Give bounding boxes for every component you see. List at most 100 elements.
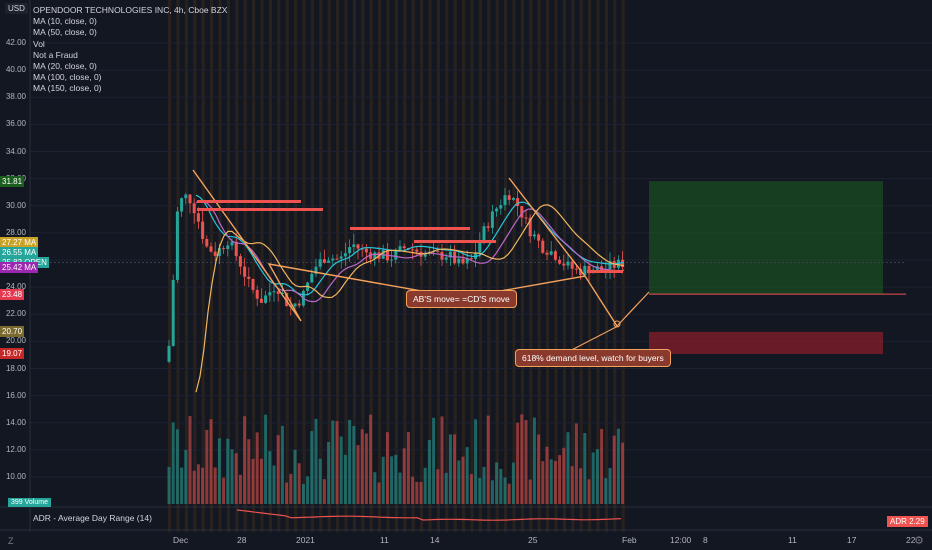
tradingview-z-icon[interactable]: Z: [8, 536, 14, 546]
volume-bar: [222, 477, 226, 504]
candle-body: [511, 198, 515, 200]
y-tick: 10.00: [5, 472, 26, 481]
volume-bar: [436, 469, 440, 504]
legend-ma10[interactable]: MA (10, close, 0): [33, 16, 97, 27]
volume-bar: [469, 474, 473, 504]
candle-body: [482, 226, 486, 242]
session-band: [445, 0, 449, 532]
candle-body: [465, 258, 469, 264]
volume-bar: [238, 474, 242, 504]
session-band: [596, 0, 600, 532]
session-band: [386, 0, 390, 532]
volume-bar: [184, 449, 188, 504]
volume-bar: [201, 467, 205, 504]
volume-bar: [213, 467, 217, 504]
volume-bar: [591, 452, 595, 504]
candle-body: [457, 258, 461, 264]
candle-body: [268, 292, 272, 296]
session-band: [168, 0, 172, 532]
volume-bar: [402, 448, 406, 504]
volume-bar: [209, 419, 213, 504]
volume-bar: [574, 423, 578, 504]
volume-bar: [188, 416, 192, 504]
session-band: [243, 0, 247, 532]
legend-ma20[interactable]: MA (20, close, 0): [33, 61, 97, 72]
candle-body: [285, 292, 289, 306]
price-badge: 23.48: [0, 288, 25, 300]
currency-label: USD: [5, 3, 28, 14]
y-tick: 22.00: [5, 309, 26, 319]
candle-body: [621, 259, 625, 268]
y-tick: 14.00: [5, 417, 26, 427]
candle-body: [423, 252, 427, 257]
ma-line: [195, 194, 625, 296]
legend-ma100[interactable]: MA (100, close, 0): [33, 72, 102, 83]
volume-bar: [604, 478, 608, 504]
candle-body: [243, 266, 247, 277]
x-tick: 12:00: [670, 535, 692, 545]
abcd-annotation[interactable]: AB'S move= =CD'S move: [406, 290, 517, 308]
resistance-line: [414, 240, 496, 243]
volume-bar: [608, 467, 612, 504]
volume-bar: [553, 460, 557, 504]
candle-body: [545, 252, 549, 255]
adr-label[interactable]: ADR - Average Day Range (14): [33, 513, 152, 523]
volume-bar: [499, 468, 503, 504]
session-band: [336, 0, 340, 532]
volume-bar: [516, 422, 520, 504]
candle-body: [587, 265, 591, 274]
x-tick: 2021: [296, 535, 315, 545]
demand-annotation[interactable]: 618% demand level, watch for buyers: [515, 349, 671, 367]
volume-bar: [465, 447, 469, 504]
session-band: [546, 0, 550, 532]
volume-bar: [373, 472, 377, 504]
session-band: [344, 0, 348, 532]
session-band: [420, 0, 424, 532]
legend-not-a-fraud[interactable]: Not a Fraud: [33, 49, 78, 60]
session-band: [470, 0, 474, 532]
ma-line: [195, 204, 625, 393]
volume-bar: [280, 425, 284, 504]
volume-bar: [545, 446, 549, 504]
volume-bar: [503, 477, 507, 504]
candle-body: [583, 265, 587, 276]
candle-body: [436, 251, 440, 253]
candle-body: [469, 258, 473, 260]
price-badge: 27.27 MA: [0, 237, 39, 249]
volume-bar: [423, 467, 427, 504]
session-band: [512, 0, 516, 532]
volume-bar: [247, 439, 251, 504]
session-bands: [168, 0, 625, 532]
x-tick: 28: [237, 535, 247, 545]
volume-bar: [381, 456, 385, 504]
legend-ma50[interactable]: MA (50, close, 0): [33, 27, 97, 38]
session-band: [403, 0, 407, 532]
candle-body: [574, 268, 578, 270]
volume-bar: [234, 453, 238, 504]
volume-bar: [579, 468, 583, 504]
volume-bar: [259, 458, 263, 504]
legend-symbol[interactable]: OPENDOOR TECHNOLOGIES INC, 4h, Cboe BZX: [33, 5, 228, 15]
gear-icon[interactable]: ⚙: [914, 535, 924, 547]
legend-vol[interactable]: Vol: [33, 38, 45, 49]
volume-bar: [478, 477, 482, 504]
volume-bar: [415, 481, 419, 504]
candle-body: [440, 251, 444, 260]
volume-bar: [595, 449, 599, 504]
legend-ma150[interactable]: MA (150, close, 0): [33, 83, 102, 94]
y-tick: 18.00: [5, 363, 26, 373]
candle-body: [528, 217, 532, 237]
resistance-line: [350, 227, 470, 230]
volume-bar: [419, 481, 423, 504]
volume-bar: [276, 435, 280, 504]
candle-body: [348, 247, 352, 254]
volume-bar: [549, 459, 553, 504]
candle-body: [390, 259, 394, 261]
candle-body: [310, 273, 314, 283]
volume-bar: [217, 438, 221, 504]
candle-body: [570, 261, 574, 269]
volume-bar: [390, 456, 394, 504]
volume-bar: [507, 483, 511, 504]
price-badge: 20.70: [0, 326, 25, 338]
